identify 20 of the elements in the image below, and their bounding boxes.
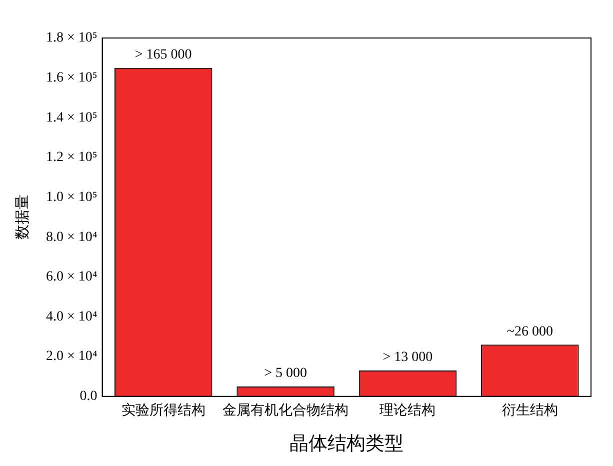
y-tick-label: 1.0 × 10⁵ bbox=[46, 190, 98, 205]
x-axis-title: 晶体结构类型 bbox=[290, 434, 404, 455]
y-axis-title: 数据量 bbox=[14, 194, 31, 240]
y-tick-label: 4.0 × 10⁴ bbox=[46, 309, 98, 324]
x-tick-label: 理论结构 bbox=[380, 402, 436, 418]
data-label: > 165 000 bbox=[134, 48, 192, 63]
y-tick-label: 1.6 × 10⁵ bbox=[46, 70, 98, 86]
data-label: > 5 000 bbox=[264, 366, 307, 382]
y-tick-label: 2.0 × 10⁴ bbox=[46, 349, 98, 364]
y-tick-label: 8.0 × 10⁴ bbox=[46, 230, 98, 245]
data-label: > 13 000 bbox=[382, 350, 433, 366]
y-tick-label: 6.0 × 10⁴ bbox=[46, 270, 98, 285]
y-tick-label: 1.4 × 10⁵ bbox=[46, 110, 98, 126]
y-tick-label: 0.0 bbox=[80, 389, 98, 404]
y-tick-label: 1.8 × 10⁵ bbox=[46, 30, 98, 46]
x-tick-label: 衍生结构 bbox=[502, 402, 558, 418]
x-tick-label: 实验所得结构 bbox=[121, 402, 206, 418]
x-tick-label: 金属有机化合物结构 bbox=[222, 402, 349, 418]
y-tick-label: 1.2 × 10⁵ bbox=[46, 150, 98, 166]
data-label: ~26 000 bbox=[506, 324, 553, 340]
